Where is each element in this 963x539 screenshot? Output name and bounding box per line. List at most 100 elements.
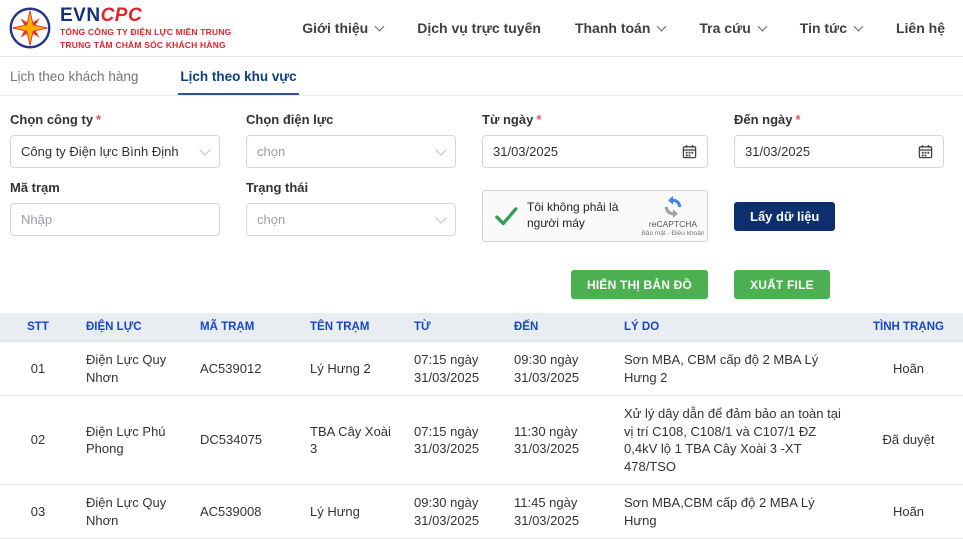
nav-item-label: Dịch vụ trực tuyến — [417, 20, 541, 36]
station-code-field[interactable] — [10, 203, 220, 236]
column-header: ĐẾN — [504, 313, 614, 342]
checkmark-icon — [495, 207, 518, 226]
nav-item-label: Liên hệ — [895, 20, 945, 36]
site-header: EVNCPC TỔNG CÔNG TY ĐIỆN LỰC MIỀN TRUNG … — [0, 0, 963, 57]
table-cell: 09:30 ngày 31/03/2025 — [404, 484, 504, 539]
calendar-icon[interactable] — [682, 144, 697, 159]
chevron-down-icon — [199, 143, 211, 156]
tabs-bar: Lịch theo khách hàng Lịch theo khu vực — [0, 57, 963, 96]
status-select-placeholder: chọn — [257, 212, 286, 227]
table-cell: 01 — [0, 340, 76, 397]
tab-schedule-by-area[interactable]: Lịch theo khu vực — [178, 57, 299, 95]
table-body: 01 Điện Lực Quy Nhơn AC539012 Lý Hưng 2 07:1… — [0, 340, 963, 539]
recaptcha-widget[interactable]: Tôi không phải là người máy reCAPTCHA Bả… — [482, 190, 708, 242]
chevron-down-icon — [435, 143, 447, 156]
power-unit-select[interactable]: chọn — [246, 135, 456, 168]
to-date-value: 31/03/2025 — [745, 144, 811, 159]
column-header: MÃ TRẠM — [190, 313, 300, 342]
evn-star-icon — [9, 7, 51, 49]
required-asterisk: * — [536, 112, 542, 127]
column-header: TỪ — [404, 313, 504, 342]
nav-item-label: Tin tức — [799, 20, 847, 36]
power-unit-select-placeholder: chọn — [257, 144, 286, 159]
field-to-date: Đến ngày * 31/03/2025 — [734, 106, 944, 168]
nav-item[interactable]: Tin tức — [799, 20, 864, 36]
status-select[interactable]: chọn — [246, 203, 456, 236]
table-cell: Hoãn — [854, 340, 963, 397]
required-asterisk: * — [795, 112, 801, 127]
table-cell: Điện Lực Quy Nhơn — [76, 484, 190, 539]
station-code-input[interactable] — [21, 212, 209, 227]
table-cell: AC539008 — [190, 484, 300, 539]
table-header-row: STT ĐIỆN LỰC MÃ TRẠM TÊN TRẠM TỪ ĐẾN LÝ DO TÌNH… — [0, 313, 963, 342]
table-cell: 09:30 ngày 31/03/2025 — [504, 340, 614, 397]
column-header: TÌNH TRẠNG — [854, 313, 963, 342]
nav-item[interactable]: Giới thiệu — [302, 20, 385, 36]
column-header: LÝ DO — [614, 313, 854, 342]
column-header: TÊN TRẠM — [300, 313, 404, 342]
table-cell: Sơn MBA,CBM cấp độ 2 MBA Lý Hưng — [614, 484, 854, 539]
column-header: ĐIỆN LỰC — [76, 313, 190, 342]
table-cell: 07:15 ngày 31/03/2025 — [404, 340, 504, 397]
column-header: STT — [0, 313, 76, 342]
company-select[interactable]: Công ty Điện lực Bình Định — [10, 135, 220, 168]
recaptcha-links[interactable]: Bảo mật - Điều khoản — [641, 229, 705, 237]
from-date-label: Từ ngày * — [482, 112, 708, 127]
nav-item[interactable]: Tra cứu — [699, 20, 768, 36]
table-cell: DC534075 — [190, 395, 300, 486]
spacer — [10, 242, 220, 299]
company-select-value: Công ty Điện lực Bình Định — [21, 144, 179, 159]
field-status: Trạng thái chọn — [246, 168, 456, 242]
to-date-label: Đến ngày * — [734, 112, 944, 127]
table-cell: 11:30 ngày 31/03/2025 — [504, 395, 614, 486]
chevron-down-icon — [435, 211, 447, 224]
table-cell: Điện Lực Phú Phong — [76, 395, 190, 486]
from-date-value: 31/03/2025 — [493, 144, 559, 159]
nav-item-label: Giới thiệu — [302, 20, 369, 36]
tab-schedule-by-customer[interactable]: Lịch theo khách hàng — [10, 69, 139, 84]
field-from-date: Từ ngày * 31/03/2025 — [482, 106, 708, 168]
table-row: 02 Điện Lực Phú Phong DC534075 TBA Cây Xoài… — [0, 395, 963, 486]
from-date-label-text: Từ ngày — [482, 112, 534, 127]
recaptcha-label: Tôi không phải là người máy — [527, 200, 619, 230]
main-nav: Giới thiệu Dịch vụ trực tuyến Thanh toán Tr… — [302, 20, 949, 36]
chevron-down-icon — [656, 21, 667, 32]
from-date-input[interactable]: 31/03/2025 — [482, 135, 708, 168]
station-code-label: Mã trạm — [10, 180, 60, 195]
export-file-cell: XUẤT FILE — [734, 270, 944, 299]
show-map-button[interactable]: HIỂN THỊ BẢN ĐỒ — [571, 270, 708, 299]
table-head: STT ĐIỆN LỰC MÃ TRẠM TÊN TRẠM TỪ ĐẾN LÝ DO TÌNH… — [0, 313, 963, 342]
table-cell: Điện Lực Quy Nhơn — [76, 340, 190, 397]
company-label-text: Chọn công ty — [10, 112, 94, 127]
get-data-button[interactable]: Lấy dữ liệu — [734, 202, 836, 231]
logo[interactable]: EVNCPC TỔNG CÔNG TY ĐIỆN LỰC MIỀN TRUNG … — [8, 6, 232, 50]
field-company: Chọn công ty * Công ty Điện lực Bình Định — [10, 106, 220, 168]
recaptcha-brand: reCAPTCHA — [648, 218, 698, 229]
field-station-code: Mã trạm — [10, 168, 220, 242]
export-file-button[interactable]: XUẤT FILE — [734, 270, 830, 299]
nav-item[interactable]: Thanh toán — [575, 20, 667, 36]
table-row: 01 Điện Lực Quy Nhơn AC539012 Lý Hưng 2 07:1… — [0, 340, 963, 397]
brand-cpc: CPC — [100, 4, 143, 26]
to-date-input[interactable]: 31/03/2025 — [734, 135, 944, 168]
recaptcha-logo-icon — [664, 195, 682, 218]
table-cell: Đã duyệt — [854, 395, 963, 486]
status-label: Trạng thái — [246, 180, 309, 195]
calendar-icon[interactable] — [918, 144, 933, 159]
to-date-label-text: Đến ngày — [734, 112, 793, 127]
table-cell: 07:15 ngày 31/03/2025 — [404, 395, 504, 486]
company-line2: TRUNG TÂM CHĂM SÓC KHÁCH HÀNG — [60, 39, 226, 50]
required-asterisk: * — [96, 112, 102, 127]
chevron-down-icon — [757, 21, 768, 32]
filter-form: Chọn công ty * Công ty Điện lực Bình Định… — [0, 96, 963, 299]
nav-item-label: Tra cứu — [699, 20, 751, 36]
table-cell: Xử lý dây dẫn để đảm bảo an toàn tại vị … — [614, 395, 854, 486]
power-unit-label: Chọn điện lực — [246, 112, 334, 127]
logo-text: EVNCPC TỔNG CÔNG TY ĐIỆN LỰC MIỀN TRUNG … — [60, 6, 232, 50]
table-cell: TBA Cây Xoài 3 — [300, 395, 404, 486]
table-row: 03 Điện Lực Quy Nhơn AC539008 Lý Hưng 09:30 … — [0, 484, 963, 539]
nav-item[interactable]: Dịch vụ trực tuyến — [417, 20, 541, 36]
recaptcha-cell: Tôi không phải là người máy reCAPTCHA Bả… — [482, 168, 708, 242]
nav-item[interactable]: Liên hệ — [896, 20, 945, 36]
table-cell: Lý Hưng — [300, 484, 404, 539]
